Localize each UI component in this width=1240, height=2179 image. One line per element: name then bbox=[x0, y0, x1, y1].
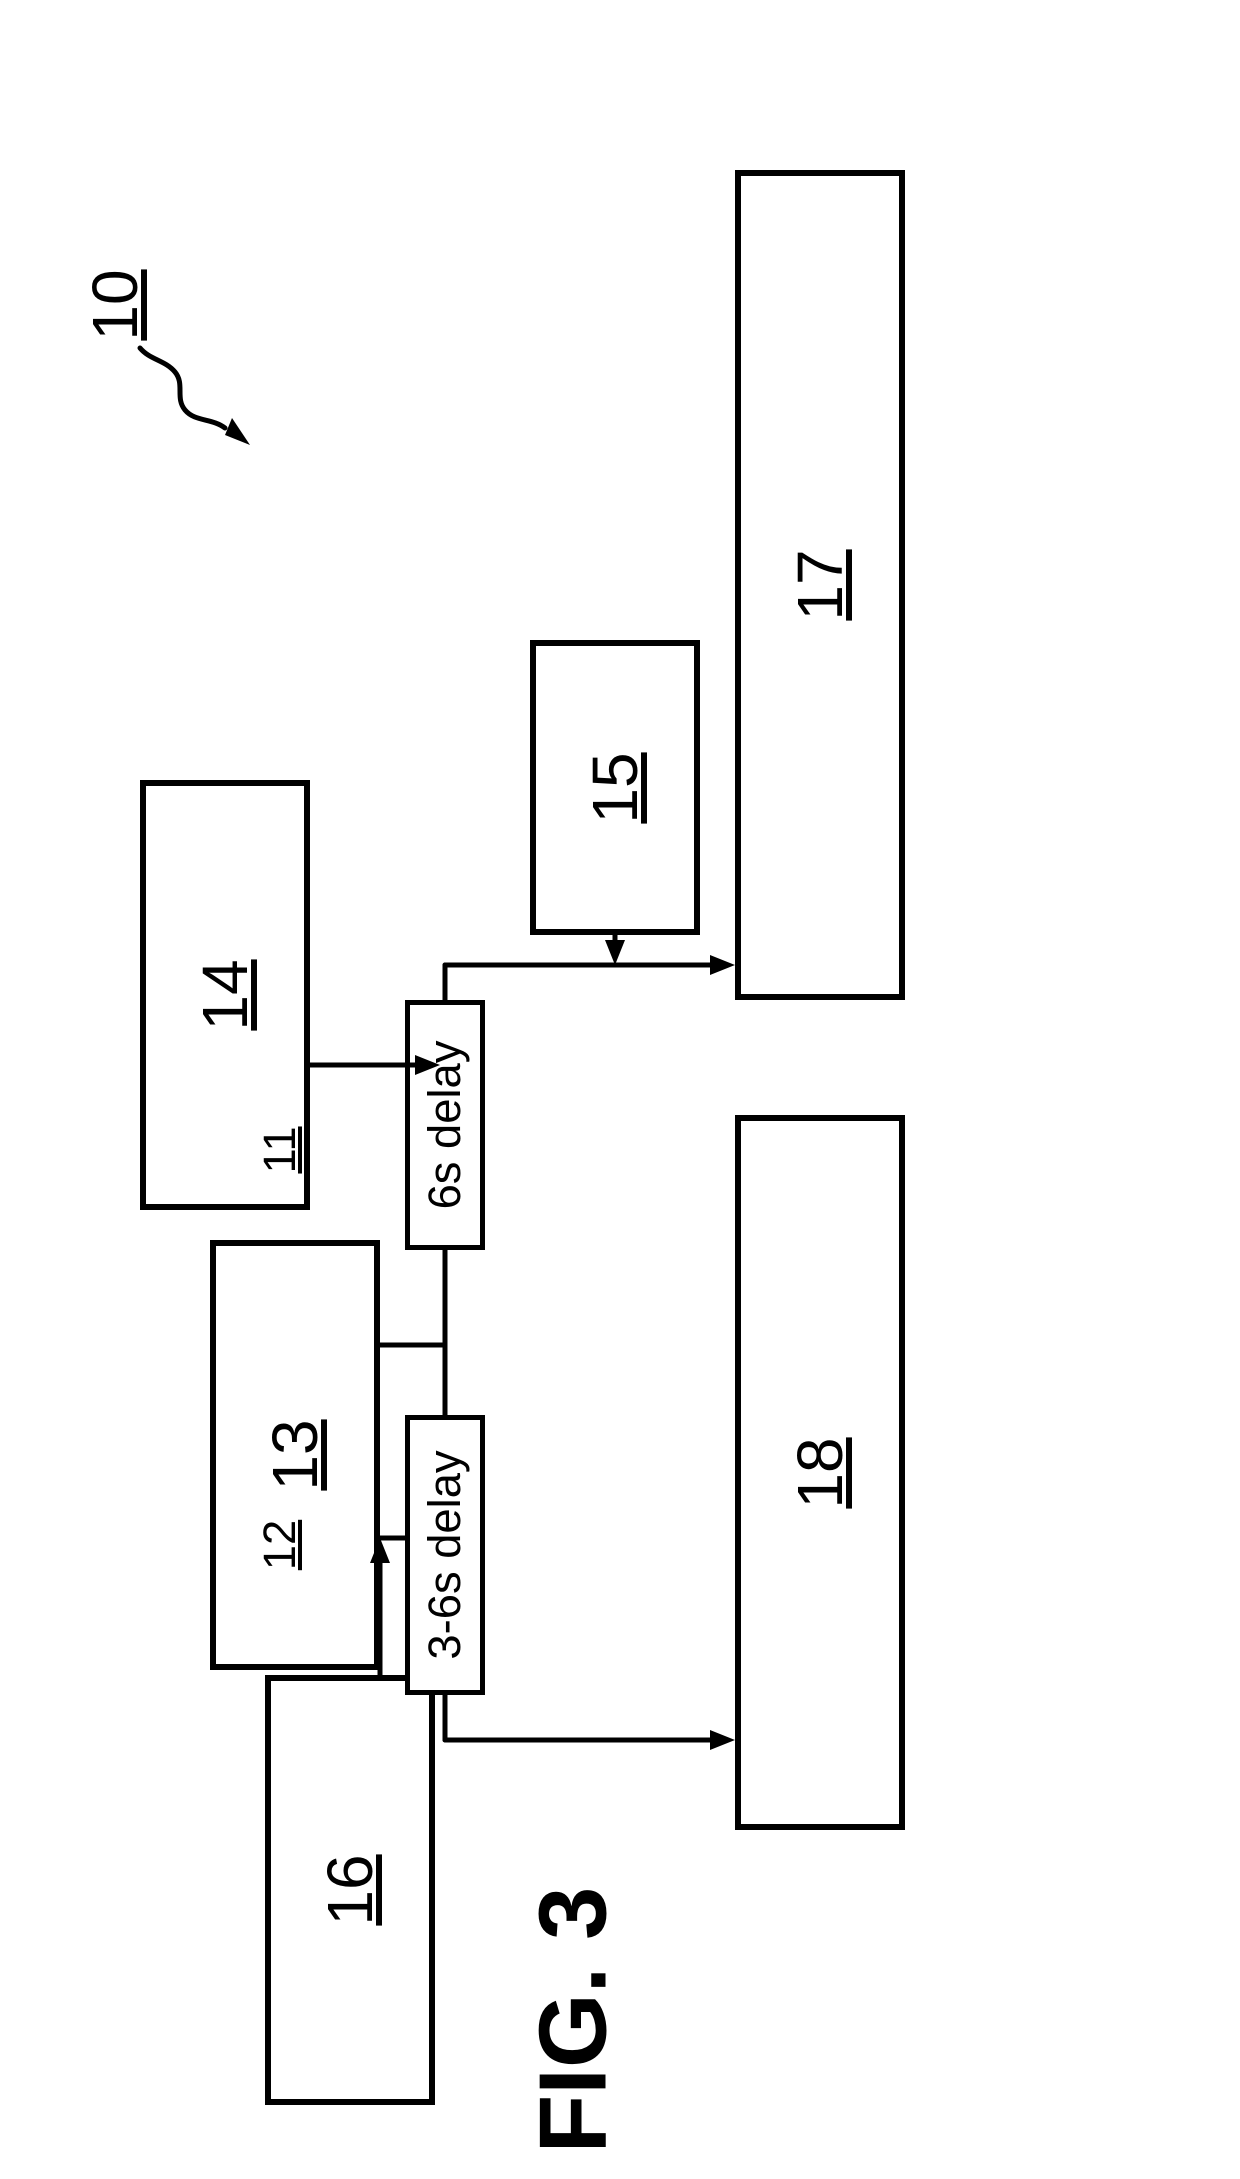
box-18: 18 bbox=[735, 1115, 905, 1830]
box-16: 16 bbox=[265, 1675, 435, 2105]
box-13: 13 bbox=[210, 1240, 380, 1670]
box-16-label: 16 bbox=[313, 1854, 387, 1925]
squiggle-from-10 bbox=[140, 348, 225, 428]
box-13-label: 13 bbox=[258, 1419, 332, 1490]
box-15: 15 bbox=[530, 640, 700, 935]
box-delay-bottom-label: 3-6s delay bbox=[419, 1450, 471, 1659]
figure-ref-10: 10 bbox=[78, 269, 152, 340]
figure-caption: FIG. 3 bbox=[518, 1887, 628, 2154]
diagram-stage: 10 13 14 15 16 17 18 6s delay 3-6s delay… bbox=[0, 0, 1240, 2179]
edge-13-to-junction bbox=[380, 1250, 445, 1345]
box-14-label: 14 bbox=[188, 959, 262, 1030]
box-17-label: 17 bbox=[783, 549, 857, 620]
box-18-label: 18 bbox=[783, 1437, 857, 1508]
arrowhead-18 bbox=[710, 1730, 735, 1750]
arrowhead-17 bbox=[710, 955, 735, 975]
label-11: 11 bbox=[254, 1126, 306, 1173]
arrowhead-15 bbox=[605, 940, 625, 965]
box-delay-top: 6s delay bbox=[405, 1000, 485, 1250]
box-delay-bottom: 3-6s delay bbox=[405, 1415, 485, 1695]
box-17: 17 bbox=[735, 170, 905, 1000]
box-delay-top-label: 6s delay bbox=[419, 1041, 471, 1210]
box-15-label: 15 bbox=[578, 752, 652, 823]
squiggle-arrowhead bbox=[225, 418, 250, 445]
label-12: 12 bbox=[254, 1520, 306, 1570]
